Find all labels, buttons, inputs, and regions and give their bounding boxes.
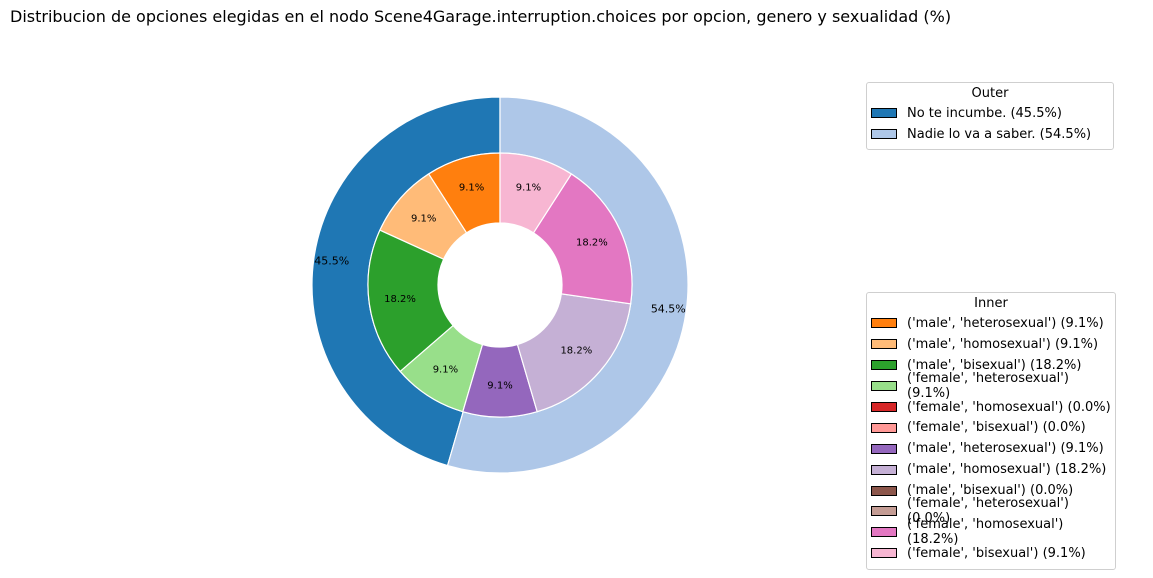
inner-legend-swatch-8 (871, 485, 897, 496)
inner-legend-label-7: ('male', 'homosexual') (18.2%) (907, 462, 1107, 478)
outer-legend-label-1: Nadie lo va a saber. (54.5%) (907, 126, 1092, 142)
legend-inner-title: Inner (974, 296, 1008, 311)
outer-legend-swatch-1 (871, 129, 897, 140)
inner-ring (367, 152, 633, 418)
inner-legend-label-1: ('male', 'homosexual') (9.1%) (907, 336, 1099, 352)
inner-legend-label-10: ('female', 'homosexual') (18.2%) (907, 517, 1064, 548)
inner-slice-11 (499, 152, 573, 234)
inner-legend-item-1: ('male', 'homosexual') (9.1%) (867, 334, 1115, 355)
inner-legend-swatch-7 (871, 464, 897, 475)
legend-inner: Inner ('male', 'heterosexual') (9.1%) ('m… (866, 292, 1116, 570)
inner-legend-swatch-5 (871, 422, 897, 433)
inner-label-10: 18.2% (576, 238, 608, 249)
inner-slice-2 (367, 229, 454, 373)
inner-legend-swatch-3 (871, 381, 897, 392)
inner-legend-swatch-1 (871, 339, 897, 350)
inner-label-7: 18.2% (560, 346, 592, 357)
inner-legend-swatch-9 (871, 506, 897, 517)
inner-legend-label-3: ('female', 'heterosexual') (9.1%) (907, 371, 1069, 402)
inner-legend-item-5: ('female', 'bisexual') (0.0%) (867, 417, 1115, 438)
inner-legend-item-2: ('male', 'bisexual') (18.2%) (867, 355, 1115, 376)
inner-slice-7 (516, 293, 632, 413)
outer-legend-item-0: No te incumbe. (45.5%) (867, 103, 1113, 124)
outer-label-1: 54.5% (651, 302, 686, 315)
percentage-labels: 45.5% 54.5% 9.1% 9.1% 18.2% 9.1% 9.1% 18.2% 18.2… (314, 183, 686, 392)
inner-legend-item-11: ('female', 'bisexual') (9.1%) (867, 543, 1115, 564)
inner-legend-item-9: ('female', 'heterosexual') (0.0%) (867, 496, 1115, 526)
inner-legend-item-4: ('female', 'homosexual') (0.0%) (867, 397, 1115, 418)
inner-legend-swatch-0 (871, 318, 897, 329)
inner-label-6: 9.1% (487, 381, 512, 392)
inner-slice-10 (532, 173, 633, 305)
inner-legend-item-6: ('male', 'heterosexual') (9.1%) (867, 438, 1115, 459)
legend-outer-title: Outer (971, 86, 1009, 101)
outer-legend-swatch-0 (871, 108, 897, 119)
inner-label-0: 9.1% (459, 183, 484, 194)
inner-legend-swatch-4 (871, 402, 897, 412)
inner-legend-item-0: ('male', 'heterosexual') (9.1%) (867, 313, 1115, 334)
inner-legend-label-2: ('male', 'bisexual') (18.2%) (907, 357, 1082, 373)
inner-legend-swatch-11 (871, 548, 897, 559)
legend-outer: Outer No te incumbe. (45.5%) Nadie lo va … (866, 82, 1114, 150)
inner-label-3: 9.1% (433, 364, 458, 375)
inner-legend-swatch-2 (871, 360, 897, 371)
inner-legend-label-6: ('male', 'heterosexual') (9.1%) (907, 441, 1104, 457)
inner-legend-label-11: ('female', 'bisexual') (9.1%) (907, 545, 1086, 561)
inner-legend-label-9: ('female', 'heterosexual') (0.0%) (907, 496, 1069, 527)
outer-legend-label-0: No te incumbe. (45.5%) (907, 105, 1062, 121)
inner-legend-item-3: ('female', 'heterosexual') (9.1%) (867, 371, 1115, 401)
inner-legend-swatch-6 (871, 443, 897, 454)
inner-legend-item-10: ('female', 'homosexual') (18.2%) (867, 517, 1115, 547)
inner-label-1: 9.1% (411, 213, 436, 224)
chart-title: Distribucion de opciones elegidas en el … (10, 7, 951, 26)
inner-legend-item-7: ('male', 'homosexual') (18.2%) (867, 459, 1115, 480)
inner-legend-label-0: ('male', 'heterosexual') (9.1%) (907, 315, 1104, 331)
inner-legend-label-4: ('female', 'homosexual') (0.0%) (907, 399, 1111, 415)
outer-label-0: 45.5% (314, 255, 349, 268)
inner-legend-item-8: ('male', 'bisexual') (0.0%) (867, 480, 1115, 501)
inner-legend-label-5: ('female', 'bisexual') (0.0%) (907, 420, 1086, 436)
outer-legend-item-1: Nadie lo va a saber. (54.5%) (867, 124, 1113, 145)
inner-label-11: 9.1% (516, 183, 541, 194)
inner-legend-swatch-10 (871, 527, 897, 538)
inner-legend-label-8: ('male', 'bisexual') (0.0%) (907, 483, 1074, 499)
inner-label-2: 18.2% (384, 294, 416, 305)
